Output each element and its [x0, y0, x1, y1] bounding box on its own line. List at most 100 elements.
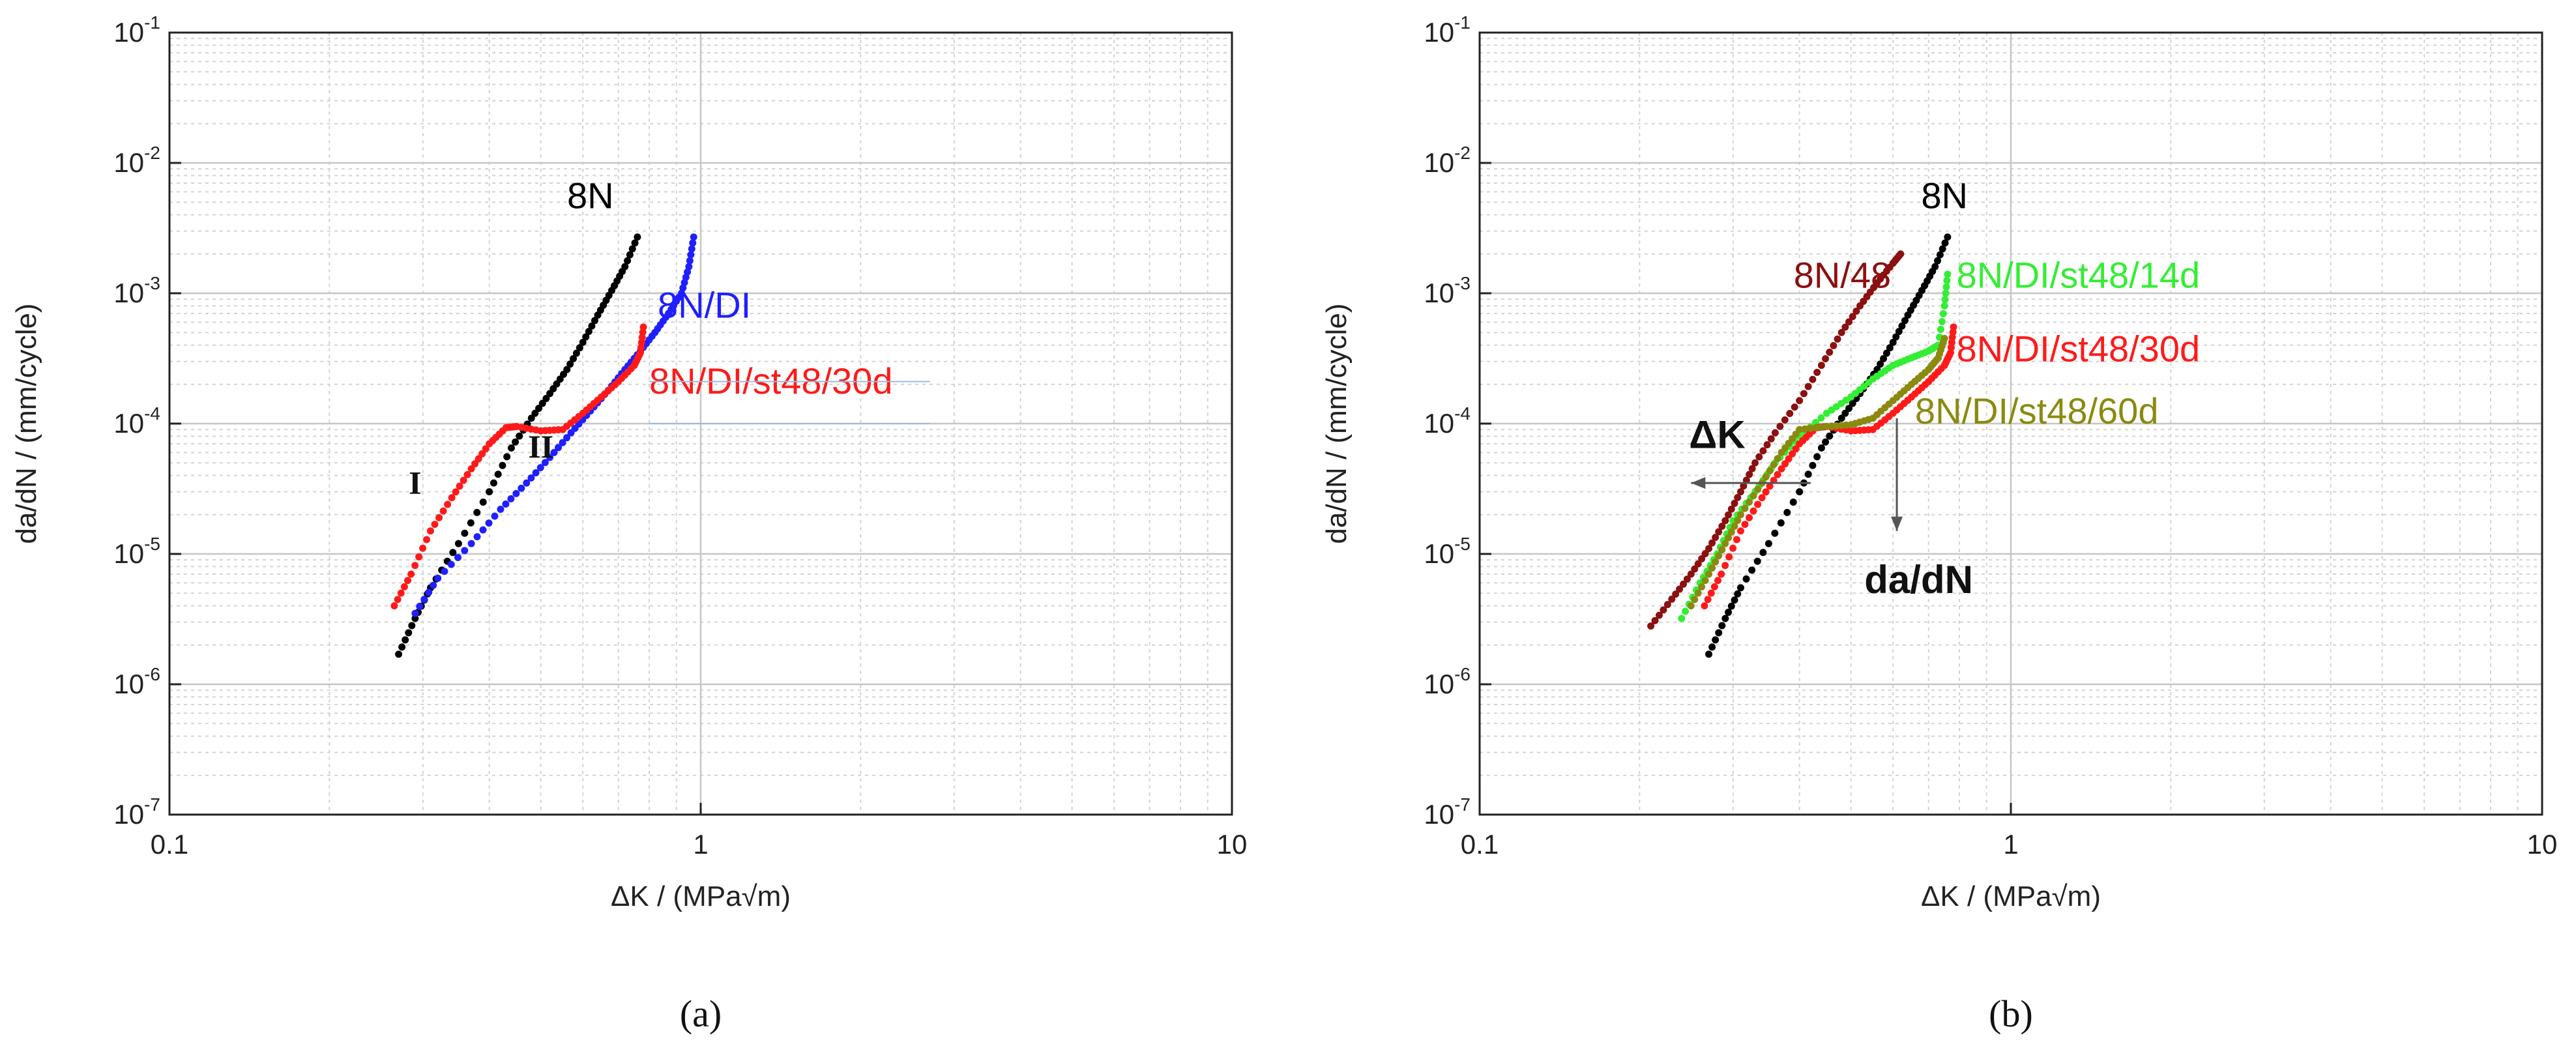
data-point [1691, 565, 1699, 573]
data-point [479, 526, 487, 534]
data-point [408, 622, 416, 630]
region-label-i: I [409, 465, 421, 501]
data-point [1771, 529, 1779, 537]
data-point [1705, 545, 1713, 553]
data-point [1940, 302, 1948, 310]
data-point [1781, 460, 1789, 468]
data-point [532, 469, 540, 476]
data-point [390, 602, 398, 610]
dadn-label: da/dN [1864, 558, 1973, 602]
series-label: 8N/DI/st48/30d [649, 360, 893, 401]
data-point [1774, 455, 1781, 463]
data-point [1682, 607, 1690, 615]
data-point [447, 560, 455, 568]
data-point [1789, 450, 1796, 457]
data-point [1721, 615, 1729, 622]
y-tick-label: 10-2 [113, 143, 160, 178]
series-label: 8N/48 [1794, 255, 1891, 296]
data-point [479, 498, 487, 506]
data-point [639, 323, 647, 331]
data-point [1663, 601, 1671, 609]
data-point [516, 432, 523, 440]
series-8N [395, 233, 641, 658]
data-point [563, 434, 571, 442]
data-point [542, 394, 550, 402]
data-point [1762, 488, 1770, 496]
data-point [507, 495, 515, 502]
data-point [394, 596, 402, 603]
data-point [1886, 344, 1894, 352]
data-point [430, 581, 437, 589]
data-point [588, 322, 596, 330]
data-point [512, 489, 520, 497]
data-point [1701, 577, 1709, 585]
data-point [518, 484, 525, 492]
data-point [1939, 245, 1946, 253]
data-point [1941, 296, 1949, 304]
data-point [1937, 326, 1944, 334]
y-tick-label: 10-1 [113, 12, 160, 48]
data-point [448, 494, 456, 502]
data-point [1778, 465, 1785, 472]
data-point [1725, 609, 1733, 616]
data-point [1751, 459, 1759, 467]
series-8N-DI [411, 233, 697, 617]
data-point [397, 589, 405, 597]
data-point [411, 562, 419, 570]
data-point [1942, 289, 1950, 297]
data-point [1849, 313, 1856, 321]
data-point [502, 500, 510, 508]
data-point [1901, 317, 1909, 325]
data-point [1691, 596, 1699, 603]
data-point [1809, 375, 1817, 383]
data-point [1710, 583, 1718, 590]
data-point [441, 568, 448, 575]
data-point [1701, 550, 1709, 558]
data-point [400, 583, 408, 590]
data-point [490, 479, 497, 487]
data-point [1701, 602, 1708, 610]
data-point [1892, 333, 1900, 341]
data-point [1796, 426, 1804, 433]
data-point [1763, 441, 1771, 449]
data-point [1734, 493, 1742, 501]
data-point [628, 245, 636, 253]
y-tick-label: 10-7 [1424, 794, 1471, 830]
data-point [425, 588, 433, 596]
delta-k-label: ΔK [1689, 413, 1745, 456]
data-point [1783, 508, 1791, 516]
series-label: 8N/DI [658, 284, 751, 325]
data-point [1748, 465, 1756, 472]
data-point [1755, 453, 1763, 461]
x-tick-label: 1 [2003, 829, 2018, 860]
data-point [1754, 500, 1762, 508]
data-point [1731, 523, 1738, 530]
y-tick-label: 10-3 [1424, 273, 1471, 308]
y-tick-label: 10-4 [1424, 403, 1471, 439]
data-point [690, 233, 697, 241]
data-point [1938, 317, 1946, 325]
panel-label: (a) [680, 993, 722, 1035]
y-tick-label: 10-7 [113, 794, 160, 830]
data-point [1944, 233, 1952, 241]
data-point [1741, 504, 1749, 512]
data-point [404, 577, 412, 585]
data-point [1759, 549, 1767, 557]
data-point [1800, 390, 1808, 398]
data-point [1749, 492, 1757, 500]
data-point [1813, 368, 1821, 376]
data-point [405, 629, 413, 637]
data-point [1817, 414, 1825, 422]
data-point [1736, 527, 1744, 535]
y-tick-label: 10-5 [113, 534, 160, 569]
data-point [415, 553, 423, 561]
data-point [1655, 611, 1663, 619]
data-point [1941, 239, 1949, 247]
series-8N-48 [1647, 250, 1905, 630]
data-point [1806, 424, 1814, 432]
data-point [503, 453, 511, 461]
chart-panel-a: 0.1 1 10 10-7 10-6 10-5 10-4 10-3 10-2 10-1 ΔK / (… [10, 12, 1247, 1035]
data-point [591, 317, 598, 325]
data-point [1758, 494, 1766, 502]
